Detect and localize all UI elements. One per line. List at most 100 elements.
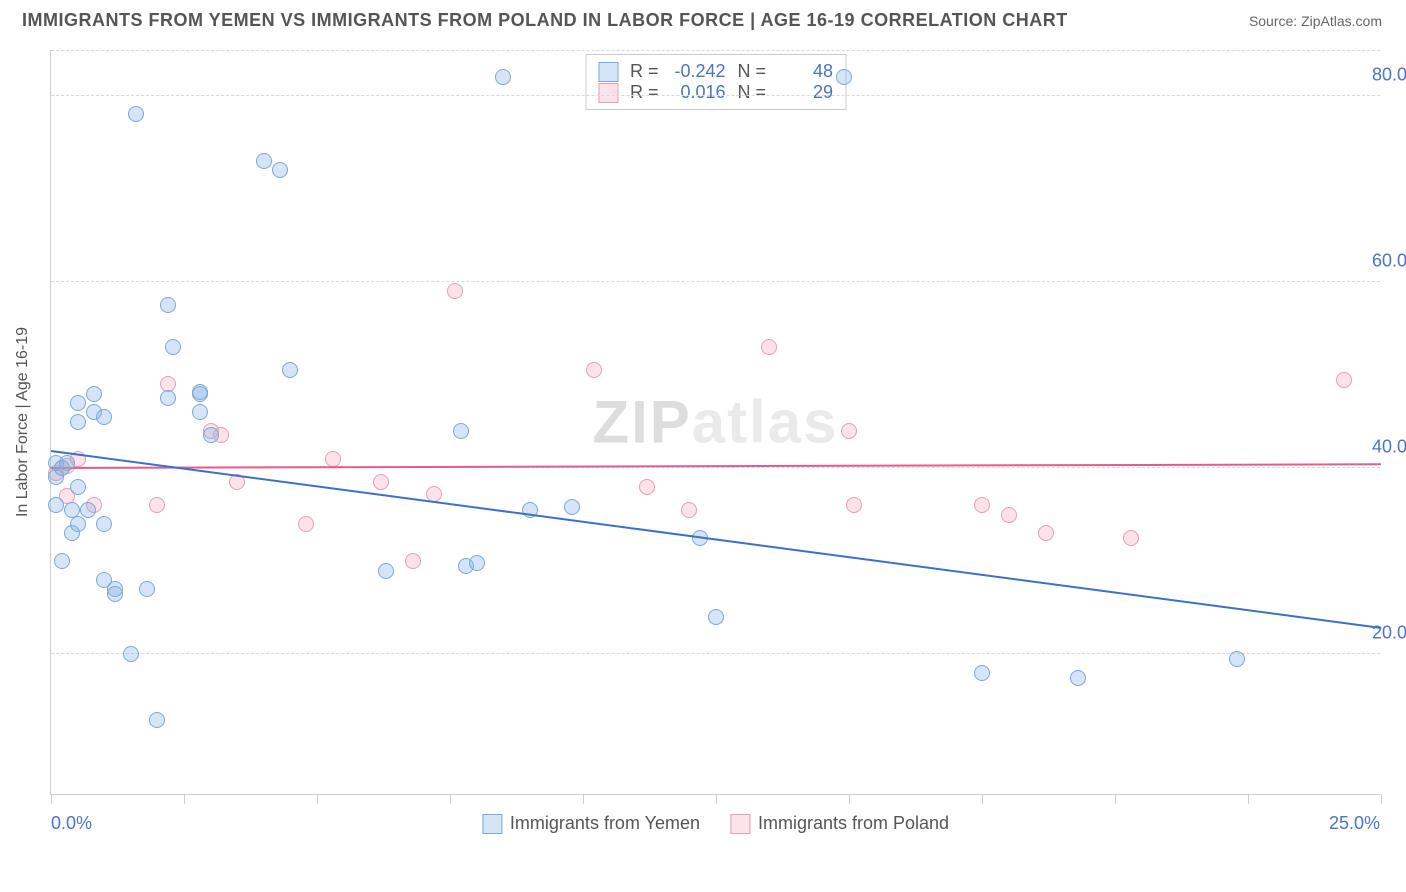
gridline (51, 95, 1380, 96)
data-point-poland (298, 516, 314, 532)
x-tick (1381, 794, 1382, 804)
data-point-yemen (70, 395, 86, 411)
data-point-poland (1123, 530, 1139, 546)
data-point-yemen (165, 339, 181, 355)
data-point-poland (681, 502, 697, 518)
trend-line-yemen (51, 450, 1381, 629)
r-label: R = (630, 82, 659, 103)
watermark-zip: ZIP (592, 389, 691, 456)
data-point-poland (373, 474, 389, 490)
scatter-chart: In Labor Force | Age 16-19 ZIPatlas R = … (50, 50, 1380, 795)
stats-row-yemen: R = -0.242 N = 48 (598, 61, 833, 82)
legend-item-poland: Immigrants from Poland (730, 813, 949, 834)
x-tick (849, 794, 850, 804)
data-point-yemen (192, 404, 208, 420)
data-point-yemen (469, 555, 485, 571)
x-tick (716, 794, 717, 804)
legend: Immigrants from Yemen Immigrants from Po… (482, 813, 949, 834)
swatch-poland (598, 83, 618, 103)
data-point-yemen (1229, 651, 1245, 667)
data-point-poland (1001, 507, 1017, 523)
gridline (51, 281, 1380, 282)
r-label: R = (630, 61, 659, 82)
x-tick (450, 794, 451, 804)
data-point-yemen (149, 712, 165, 728)
stats-row-poland: R = 0.016 N = 29 (598, 82, 833, 103)
data-point-poland (1336, 372, 1352, 388)
chart-title: IMMIGRANTS FROM YEMEN VS IMMIGRANTS FROM… (22, 10, 1068, 31)
data-point-poland (149, 497, 165, 513)
y-tick-label: 80.0% (1372, 64, 1406, 85)
correlation-stats-box: R = -0.242 N = 48 R = 0.016 N = 29 (585, 54, 846, 110)
y-axis-label: In Labor Force | Age 16-19 (14, 327, 32, 517)
data-point-poland (1038, 525, 1054, 541)
source-prefix: Source: (1249, 13, 1301, 29)
x-tick-label-min: 0.0% (51, 813, 92, 834)
data-point-yemen (86, 386, 102, 402)
y-tick-label: 60.0% (1372, 250, 1406, 271)
legend-label-yemen: Immigrants from Yemen (510, 813, 700, 834)
data-point-yemen (70, 516, 86, 532)
data-point-yemen (160, 297, 176, 313)
data-point-yemen (564, 499, 580, 515)
n-value-poland: 29 (778, 82, 833, 103)
data-point-yemen (192, 384, 208, 400)
data-point-poland (846, 497, 862, 513)
data-point-yemen (203, 427, 219, 443)
data-point-yemen (256, 153, 272, 169)
legend-label-poland: Immigrants from Poland (758, 813, 949, 834)
data-point-yemen (70, 479, 86, 495)
x-tick-label-max: 25.0% (1329, 813, 1380, 834)
data-point-yemen (974, 665, 990, 681)
x-tick (1248, 794, 1249, 804)
source-name: ZipAtlas.com (1301, 13, 1382, 29)
data-point-yemen (96, 409, 112, 425)
legend-item-yemen: Immigrants from Yemen (482, 813, 700, 834)
data-point-poland (586, 362, 602, 378)
data-point-yemen (1070, 670, 1086, 686)
r-value-poland: 0.016 (671, 82, 726, 103)
source-attribution: Source: ZipAtlas.com (1249, 13, 1382, 29)
data-point-yemen (495, 69, 511, 85)
data-point-yemen (54, 553, 70, 569)
data-point-yemen (48, 497, 64, 513)
watermark-atlas: atlas (692, 389, 839, 456)
data-point-yemen (59, 455, 75, 471)
data-point-yemen (272, 162, 288, 178)
x-tick (51, 794, 52, 804)
x-tick (982, 794, 983, 804)
data-point-yemen (453, 423, 469, 439)
data-point-yemen (282, 362, 298, 378)
n-label: N = (738, 82, 767, 103)
data-point-yemen (70, 414, 86, 430)
data-point-yemen (96, 516, 112, 532)
data-point-poland (639, 479, 655, 495)
data-point-yemen (378, 563, 394, 579)
r-value-yemen: -0.242 (671, 61, 726, 82)
data-point-yemen (80, 502, 96, 518)
n-label: N = (738, 61, 767, 82)
data-point-poland (447, 283, 463, 299)
data-point-yemen (160, 390, 176, 406)
data-point-yemen (128, 106, 144, 122)
data-point-poland (325, 451, 341, 467)
swatch-yemen (598, 62, 618, 82)
n-value-yemen: 48 (778, 61, 833, 82)
y-tick-label: 40.0% (1372, 437, 1406, 458)
chart-header: IMMIGRANTS FROM YEMEN VS IMMIGRANTS FROM… (0, 0, 1406, 37)
data-point-poland (761, 339, 777, 355)
x-tick (317, 794, 318, 804)
swatch-yemen (482, 814, 502, 834)
x-tick (1115, 794, 1116, 804)
watermark: ZIPatlas (592, 388, 838, 457)
swatch-poland (730, 814, 750, 834)
data-point-yemen (107, 586, 123, 602)
data-point-poland (974, 497, 990, 513)
x-tick (583, 794, 584, 804)
data-point-yemen (836, 69, 852, 85)
gridline (51, 50, 1380, 51)
x-tick (184, 794, 185, 804)
data-point-poland (841, 423, 857, 439)
gridline (51, 653, 1380, 654)
data-point-poland (405, 553, 421, 569)
